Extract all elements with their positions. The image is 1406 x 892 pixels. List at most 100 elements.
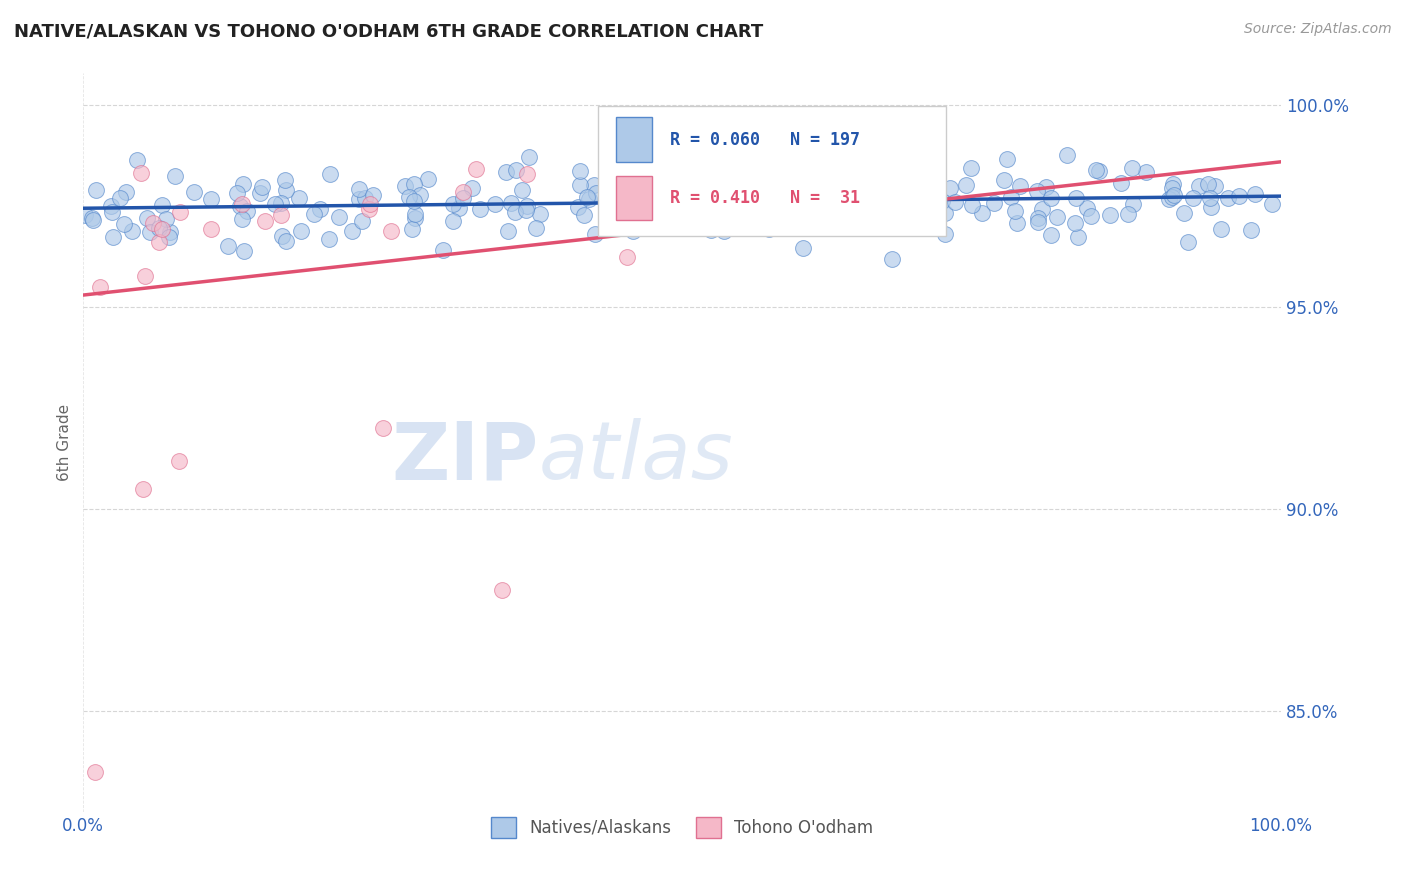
- Point: [1173, 206, 1195, 220]
- Point: [1199, 191, 1222, 205]
- Point: [569, 163, 592, 178]
- Point: [404, 194, 426, 208]
- Point: [125, 153, 148, 168]
- Point: [157, 230, 180, 244]
- Point: [1039, 191, 1062, 205]
- Point: [516, 167, 538, 181]
- Point: [288, 191, 311, 205]
- Point: [922, 199, 945, 213]
- Point: [1240, 223, 1263, 237]
- Text: R = 0.410   N =  31: R = 0.410 N = 31: [671, 189, 860, 207]
- Point: [139, 225, 162, 239]
- Point: [84, 183, 107, 197]
- Point: [361, 188, 384, 202]
- Point: [217, 239, 239, 253]
- Point: [983, 195, 1005, 210]
- Point: [340, 224, 363, 238]
- Point: [515, 203, 537, 218]
- Point: [869, 198, 891, 212]
- Point: [441, 214, 464, 228]
- Point: [1122, 196, 1144, 211]
- Point: [673, 157, 696, 171]
- Point: [349, 181, 371, 195]
- Point: [225, 186, 247, 201]
- Point: [572, 208, 595, 222]
- Point: [609, 194, 631, 208]
- Point: [877, 219, 900, 233]
- Point: [717, 183, 740, 197]
- Point: [585, 186, 607, 201]
- FancyBboxPatch shape: [599, 106, 946, 235]
- Point: [862, 179, 884, 194]
- Point: [1109, 176, 1132, 190]
- Point: [627, 193, 650, 207]
- Point: [121, 224, 143, 238]
- Point: [1161, 190, 1184, 204]
- Point: [449, 201, 471, 215]
- Point: [578, 192, 600, 206]
- Point: [73, 208, 96, 222]
- Point: [567, 200, 589, 214]
- Point: [1157, 192, 1180, 206]
- Point: [633, 201, 655, 215]
- Y-axis label: 6th Grade: 6th Grade: [58, 404, 72, 481]
- Point: [249, 186, 271, 200]
- Point: [873, 188, 896, 202]
- Point: [252, 180, 274, 194]
- Point: [839, 205, 862, 219]
- Point: [141, 216, 163, 230]
- Point: [621, 224, 644, 238]
- Point: [1177, 235, 1199, 250]
- Point: [1026, 211, 1049, 225]
- Point: [575, 190, 598, 204]
- Point: [231, 211, 253, 226]
- Point: [526, 221, 548, 235]
- Point: [790, 186, 813, 201]
- Point: [163, 169, 186, 183]
- Point: [100, 199, 122, 213]
- Point: [955, 178, 977, 193]
- Point: [309, 202, 332, 217]
- Point: [517, 150, 540, 164]
- Point: [710, 192, 733, 206]
- Point: [960, 197, 983, 211]
- Point: [643, 183, 665, 197]
- Point: [934, 227, 956, 242]
- FancyBboxPatch shape: [616, 176, 652, 220]
- Point: [1161, 177, 1184, 191]
- Point: [939, 181, 962, 195]
- Point: [1007, 216, 1029, 230]
- Point: [713, 224, 735, 238]
- Point: [820, 191, 842, 205]
- Point: [1243, 186, 1265, 201]
- Point: [510, 183, 533, 197]
- Point: [1080, 209, 1102, 223]
- Point: [394, 178, 416, 193]
- Point: [115, 185, 138, 199]
- Point: [516, 199, 538, 213]
- Point: [1121, 161, 1143, 175]
- Point: [1076, 201, 1098, 215]
- Point: [624, 202, 647, 216]
- Point: [907, 200, 929, 214]
- Point: [167, 453, 190, 467]
- Point: [1211, 222, 1233, 236]
- Point: [654, 202, 676, 217]
- Point: [80, 211, 103, 226]
- Point: [614, 190, 637, 204]
- Point: [441, 197, 464, 211]
- Point: [832, 209, 855, 223]
- Point: [274, 235, 297, 249]
- Point: [491, 582, 513, 597]
- Point: [659, 182, 682, 196]
- Point: [820, 172, 842, 186]
- Point: [758, 221, 780, 235]
- Point: [484, 197, 506, 211]
- Text: atlas: atlas: [538, 418, 733, 496]
- Point: [890, 185, 912, 199]
- Text: R = 0.060   N = 197: R = 0.060 N = 197: [671, 130, 860, 149]
- Text: Source: ZipAtlas.com: Source: ZipAtlas.com: [1244, 22, 1392, 37]
- Point: [409, 187, 432, 202]
- Point: [934, 206, 956, 220]
- Point: [905, 169, 928, 184]
